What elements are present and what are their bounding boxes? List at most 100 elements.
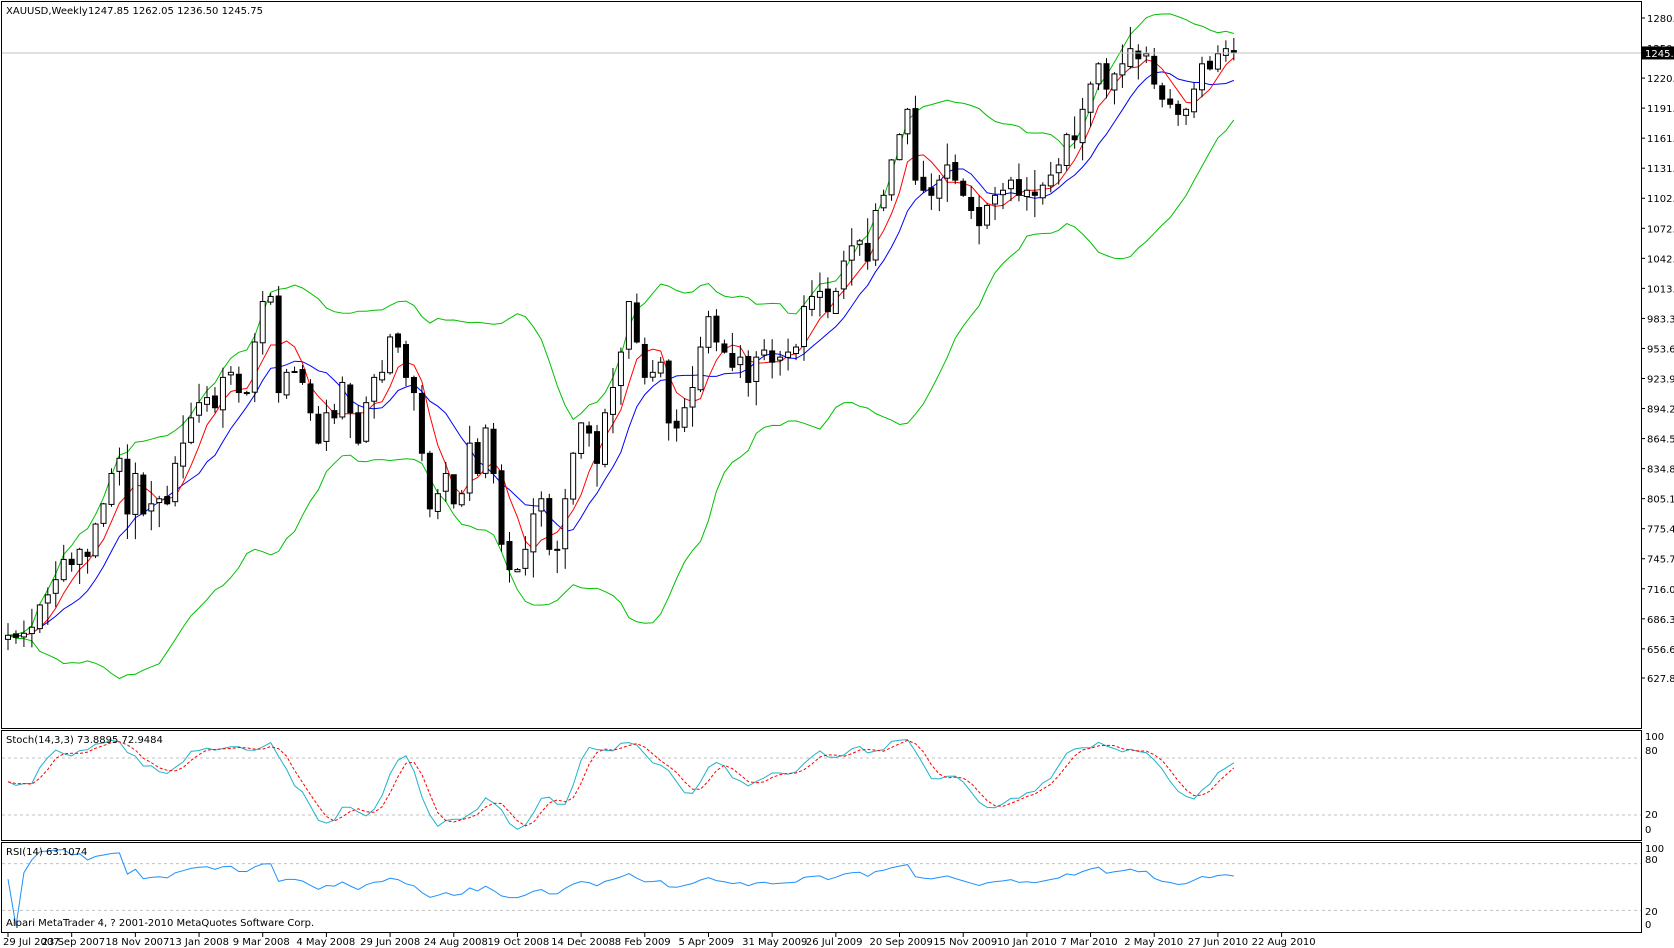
candle <box>856 238 863 256</box>
candle <box>896 133 903 161</box>
candle <box>148 481 155 531</box>
chart-symbol: XAUUSD,Weekly <box>6 6 88 17</box>
candle-body-bull <box>657 361 664 374</box>
candle-body-bull <box>458 493 465 506</box>
time-tick-label: 20 Sep 2009 <box>870 937 933 948</box>
candle <box>132 462 139 540</box>
candle-body-bear <box>315 413 322 444</box>
price-axis: 1280.301250.601220.901191.201161.501131.… <box>1641 14 1674 685</box>
candle <box>506 531 513 583</box>
candle-body-bear <box>211 395 218 409</box>
candle-body-bear <box>1071 135 1078 141</box>
candle <box>156 495 163 528</box>
candle <box>602 408 608 468</box>
candle-body-bear <box>673 420 680 429</box>
candle <box>363 396 370 444</box>
candle <box>259 291 266 355</box>
candle <box>76 547 83 585</box>
candle <box>769 339 776 379</box>
candle <box>729 332 736 372</box>
rsi-title: RSI(14) 63.1074 <box>6 847 87 858</box>
candle <box>1111 72 1118 105</box>
candle-body-bear <box>1015 179 1022 196</box>
candle <box>36 603 43 634</box>
stoch-level-80: 80 <box>1645 746 1658 757</box>
candle-body-bull <box>785 351 792 358</box>
candle-body-bull <box>1023 189 1030 197</box>
candle-body-bull <box>848 245 855 261</box>
candle-body-bull <box>466 442 473 494</box>
candle <box>633 293 640 344</box>
candle-body-bear <box>426 452 433 510</box>
candle-body-bear <box>307 383 314 414</box>
candle-body-bear <box>745 355 752 383</box>
candle <box>116 447 123 486</box>
candle-body-bear <box>474 442 481 474</box>
price-tick-label: 1131.80 <box>1647 164 1674 175</box>
candle <box>586 421 593 447</box>
candle <box>1055 158 1062 185</box>
candle-body-bear <box>721 343 728 353</box>
candle <box>458 489 465 507</box>
candle <box>235 366 242 403</box>
candle-body-bear <box>952 162 959 181</box>
candle-body-bull <box>816 290 823 298</box>
candle <box>538 491 545 527</box>
candle <box>984 203 991 229</box>
candle <box>188 402 195 445</box>
candle-body-bull <box>689 386 696 408</box>
candle <box>28 608 35 648</box>
candle <box>888 159 895 201</box>
candle <box>705 310 712 354</box>
candle <box>92 522 99 559</box>
candle <box>1151 47 1158 89</box>
candle-body-bull <box>267 295 274 303</box>
candle <box>339 376 346 420</box>
candle-body-bear <box>960 180 967 196</box>
candle <box>450 474 457 509</box>
candle <box>920 160 927 194</box>
candle-body-bull <box>1214 53 1221 70</box>
price-tick-label: 894.20 <box>1647 405 1674 416</box>
candle <box>944 143 951 202</box>
candle-body-bear <box>84 551 91 557</box>
candle-body-bull <box>697 346 704 391</box>
candle-body-bull <box>227 371 234 376</box>
candle-body-bull <box>339 381 346 418</box>
candle-body-bull <box>530 513 537 553</box>
candle <box>904 107 911 145</box>
time-tick-label: 23 Sep 2007 <box>42 937 105 948</box>
candle-body-bear <box>976 206 983 227</box>
candle <box>594 424 601 487</box>
candle <box>1167 89 1174 109</box>
candle <box>625 300 632 359</box>
candle <box>347 382 354 439</box>
candle <box>307 379 314 421</box>
stoch-panel[interactable] <box>1 730 1642 841</box>
rsi-panel[interactable] <box>1 842 1642 933</box>
candle-body-bear <box>1151 55 1158 85</box>
price-tick-label: 775.40 <box>1647 525 1674 536</box>
candle <box>761 339 768 361</box>
candle-body-bear <box>633 302 640 343</box>
candle-body-bull <box>609 386 616 415</box>
candle-body-bear <box>1167 98 1174 105</box>
candle-body-bear <box>864 242 871 262</box>
time-tick-label: 26 Jul 2009 <box>806 937 863 948</box>
stoch-lines <box>2 738 1641 830</box>
rsi-line <box>2 848 1641 927</box>
candle <box>1047 161 1054 193</box>
candle <box>928 173 935 210</box>
candle-body-bull <box>1087 83 1094 113</box>
price-panel[interactable] <box>1 1 1642 729</box>
candle <box>1031 170 1038 218</box>
candle <box>1175 100 1182 126</box>
time-tick-label: 8 Feb 2009 <box>615 937 671 948</box>
candle-body-bull <box>896 134 903 161</box>
candle <box>864 218 871 270</box>
candle-body-bull <box>570 452 577 500</box>
candle <box>697 336 704 393</box>
candle <box>1127 26 1134 69</box>
candle-body-bull <box>1127 48 1134 67</box>
candle-body-bull <box>116 457 123 472</box>
